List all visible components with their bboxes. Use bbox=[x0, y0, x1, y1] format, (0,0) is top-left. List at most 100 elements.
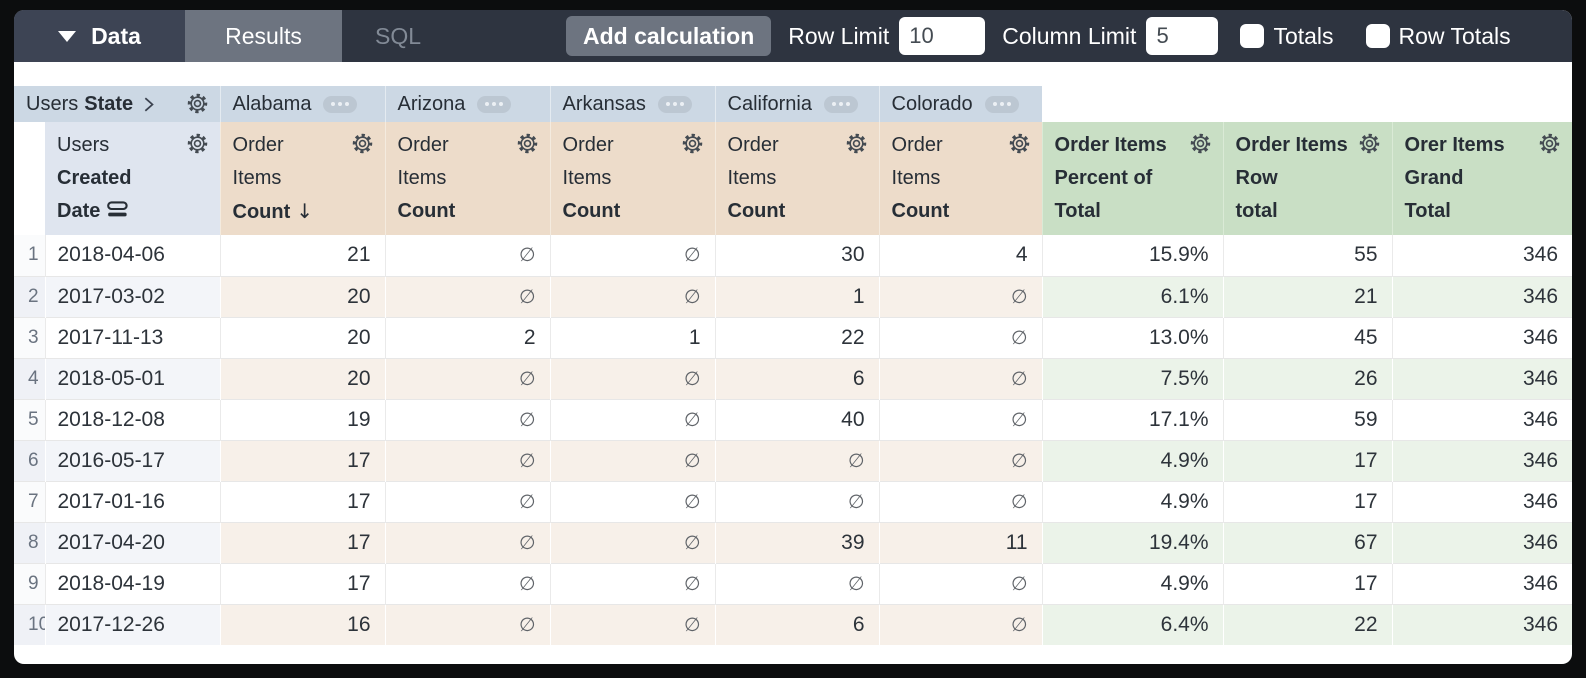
row-limit-input[interactable] bbox=[899, 17, 986, 55]
measure-value-cell[interactable]: ∅ bbox=[878, 316, 1043, 358]
percent-of-total-cell[interactable]: 6.4% bbox=[1041, 603, 1224, 645]
calc-header-row-total[interactable]: Order Items Row total bbox=[1222, 122, 1393, 235]
dimension-header[interactable]: Users Created Date bbox=[45, 122, 221, 235]
gear-icon[interactable] bbox=[1189, 132, 1213, 156]
pivot-field-header[interactable]: Users State bbox=[14, 86, 221, 122]
measure-value-cell[interactable]: ∅ bbox=[384, 398, 551, 440]
measure-value-cell[interactable]: 21 bbox=[219, 235, 386, 276]
percent-of-total-cell[interactable]: 6.1% bbox=[1041, 275, 1224, 317]
ellipsis-menu-icon[interactable] bbox=[824, 95, 858, 113]
measure-value-cell[interactable]: ∅ bbox=[384, 480, 551, 522]
ellipsis-menu-icon[interactable] bbox=[657, 95, 692, 113]
column-limit-input[interactable] bbox=[1146, 17, 1219, 55]
measure-value-cell[interactable]: ∅ bbox=[878, 275, 1043, 317]
row-total-cell[interactable]: 17 bbox=[1222, 562, 1393, 604]
date-cell[interactable]: 2018-04-19 bbox=[44, 562, 221, 604]
grand-total-cell[interactable]: 346 bbox=[1391, 235, 1572, 276]
date-cell[interactable]: 2018-05-01 bbox=[44, 357, 221, 399]
row-total-cell[interactable]: 17 bbox=[1222, 439, 1393, 481]
measure-header-arizona[interactable]: Order Items Count bbox=[384, 122, 551, 235]
grand-total-cell[interactable]: 346 bbox=[1391, 439, 1572, 481]
measure-value-cell[interactable]: ∅ bbox=[714, 562, 880, 604]
gear-icon[interactable] bbox=[351, 132, 375, 156]
pivot-value-header[interactable]: Arkansas bbox=[549, 86, 716, 122]
date-cell[interactable]: 2018-12-08 bbox=[44, 398, 221, 440]
measure-value-cell[interactable]: ∅ bbox=[878, 398, 1043, 440]
date-cell[interactable]: 2018-04-06 bbox=[44, 235, 221, 276]
measure-value-cell[interactable]: 17 bbox=[219, 562, 386, 604]
ellipsis-menu-icon[interactable] bbox=[477, 95, 512, 113]
grand-total-cell[interactable]: 346 bbox=[1391, 357, 1572, 399]
measure-value-cell[interactable]: 2 bbox=[384, 316, 551, 358]
measure-value-cell[interactable]: 4 bbox=[878, 235, 1043, 276]
gear-icon[interactable] bbox=[1008, 132, 1032, 156]
pivot-value-header[interactable]: California bbox=[714, 86, 880, 122]
measure-value-cell[interactable]: ∅ bbox=[549, 398, 716, 440]
ellipsis-menu-icon[interactable] bbox=[984, 95, 1019, 113]
grand-total-cell[interactable]: 346 bbox=[1391, 521, 1572, 563]
gear-icon[interactable] bbox=[681, 132, 705, 156]
percent-of-total-cell[interactable]: 13.0% bbox=[1041, 316, 1224, 358]
measure-header-alabama[interactable]: Order Items Count ↓ bbox=[219, 122, 386, 235]
measure-value-cell[interactable]: 6 bbox=[714, 357, 880, 399]
measure-value-cell[interactable]: ∅ bbox=[878, 357, 1043, 399]
grand-total-cell[interactable]: 346 bbox=[1391, 562, 1572, 604]
date-cell[interactable]: 2017-12-26 bbox=[44, 603, 221, 645]
percent-of-total-cell[interactable]: 4.9% bbox=[1041, 480, 1224, 522]
measure-header-colorado[interactable]: Order Items Count bbox=[878, 122, 1043, 235]
gear-icon[interactable] bbox=[845, 132, 869, 156]
measure-value-cell[interactable]: ∅ bbox=[384, 357, 551, 399]
measure-value-cell[interactable]: ∅ bbox=[384, 275, 551, 317]
totals-checkbox[interactable] bbox=[1240, 24, 1265, 48]
gear-icon[interactable] bbox=[1358, 132, 1382, 156]
pivot-value-header[interactable]: Colorado bbox=[878, 86, 1043, 122]
measure-value-cell[interactable]: ∅ bbox=[549, 480, 716, 522]
measure-value-cell[interactable]: 1 bbox=[714, 275, 880, 317]
measure-header-arkansas[interactable]: Order Items Count bbox=[549, 122, 716, 235]
row-totals-checkbox[interactable] bbox=[1365, 24, 1390, 48]
measure-value-cell[interactable]: ∅ bbox=[549, 235, 716, 276]
grand-total-cell[interactable]: 346 bbox=[1391, 398, 1572, 440]
percent-of-total-cell[interactable]: 17.1% bbox=[1041, 398, 1224, 440]
measure-value-cell[interactable]: 30 bbox=[714, 235, 880, 276]
measure-value-cell[interactable]: ∅ bbox=[714, 480, 880, 522]
calc-header-grand-total[interactable]: Orer Items Grand Total bbox=[1391, 122, 1572, 235]
measure-value-cell[interactable]: 17 bbox=[219, 521, 386, 563]
measure-value-cell[interactable]: 17 bbox=[219, 439, 386, 481]
percent-of-total-cell[interactable]: 7.5% bbox=[1041, 357, 1224, 399]
measure-value-cell[interactable]: 20 bbox=[219, 275, 386, 317]
measure-value-cell[interactable]: 20 bbox=[219, 316, 386, 358]
measure-value-cell[interactable]: 6 bbox=[714, 603, 880, 645]
tab-sql[interactable]: SQL bbox=[374, 22, 422, 49]
measure-value-cell[interactable]: ∅ bbox=[384, 562, 551, 604]
grand-total-cell[interactable]: 346 bbox=[1391, 603, 1572, 645]
data-section-toggle[interactable]: Data bbox=[14, 10, 185, 62]
percent-of-total-cell[interactable]: 4.9% bbox=[1041, 562, 1224, 604]
tab-results[interactable]: Results bbox=[185, 10, 342, 62]
row-total-cell[interactable]: 67 bbox=[1222, 521, 1393, 563]
grand-total-cell[interactable]: 346 bbox=[1391, 480, 1572, 522]
measure-value-cell[interactable]: ∅ bbox=[549, 521, 716, 563]
row-total-cell[interactable]: 17 bbox=[1222, 480, 1393, 522]
measure-value-cell[interactable]: 11 bbox=[878, 521, 1043, 563]
percent-of-total-cell[interactable]: 4.9% bbox=[1041, 439, 1224, 481]
measure-header-california[interactable]: Order Items Count bbox=[714, 122, 880, 235]
calc-header-percent-of-total[interactable]: Order Items Percent of Total bbox=[1041, 122, 1224, 235]
row-total-cell[interactable]: 45 bbox=[1222, 316, 1393, 358]
measure-value-cell[interactable]: ∅ bbox=[714, 439, 880, 481]
measure-value-cell[interactable]: 16 bbox=[219, 603, 386, 645]
gear-icon[interactable] bbox=[186, 132, 210, 156]
measure-value-cell[interactable]: ∅ bbox=[549, 275, 716, 317]
measure-value-cell[interactable]: 22 bbox=[714, 316, 880, 358]
gear-icon[interactable] bbox=[1538, 132, 1562, 156]
row-total-cell[interactable]: 26 bbox=[1222, 357, 1393, 399]
measure-value-cell[interactable]: ∅ bbox=[549, 562, 716, 604]
date-cell[interactable]: 2017-11-13 bbox=[44, 316, 221, 358]
date-cell[interactable]: 2017-03-02 bbox=[44, 275, 221, 317]
measure-value-cell[interactable]: 39 bbox=[714, 521, 880, 563]
row-total-cell[interactable]: 21 bbox=[1222, 275, 1393, 317]
gear-icon[interactable] bbox=[186, 92, 210, 116]
date-cell[interactable]: 2016-05-17 bbox=[44, 439, 221, 481]
row-total-cell[interactable]: 59 bbox=[1222, 398, 1393, 440]
measure-value-cell[interactable]: ∅ bbox=[878, 603, 1043, 645]
